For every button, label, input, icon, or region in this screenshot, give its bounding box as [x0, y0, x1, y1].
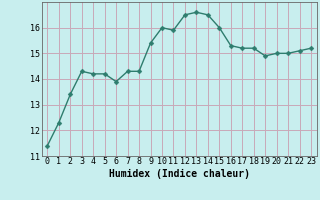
X-axis label: Humidex (Indice chaleur): Humidex (Indice chaleur) — [109, 169, 250, 179]
